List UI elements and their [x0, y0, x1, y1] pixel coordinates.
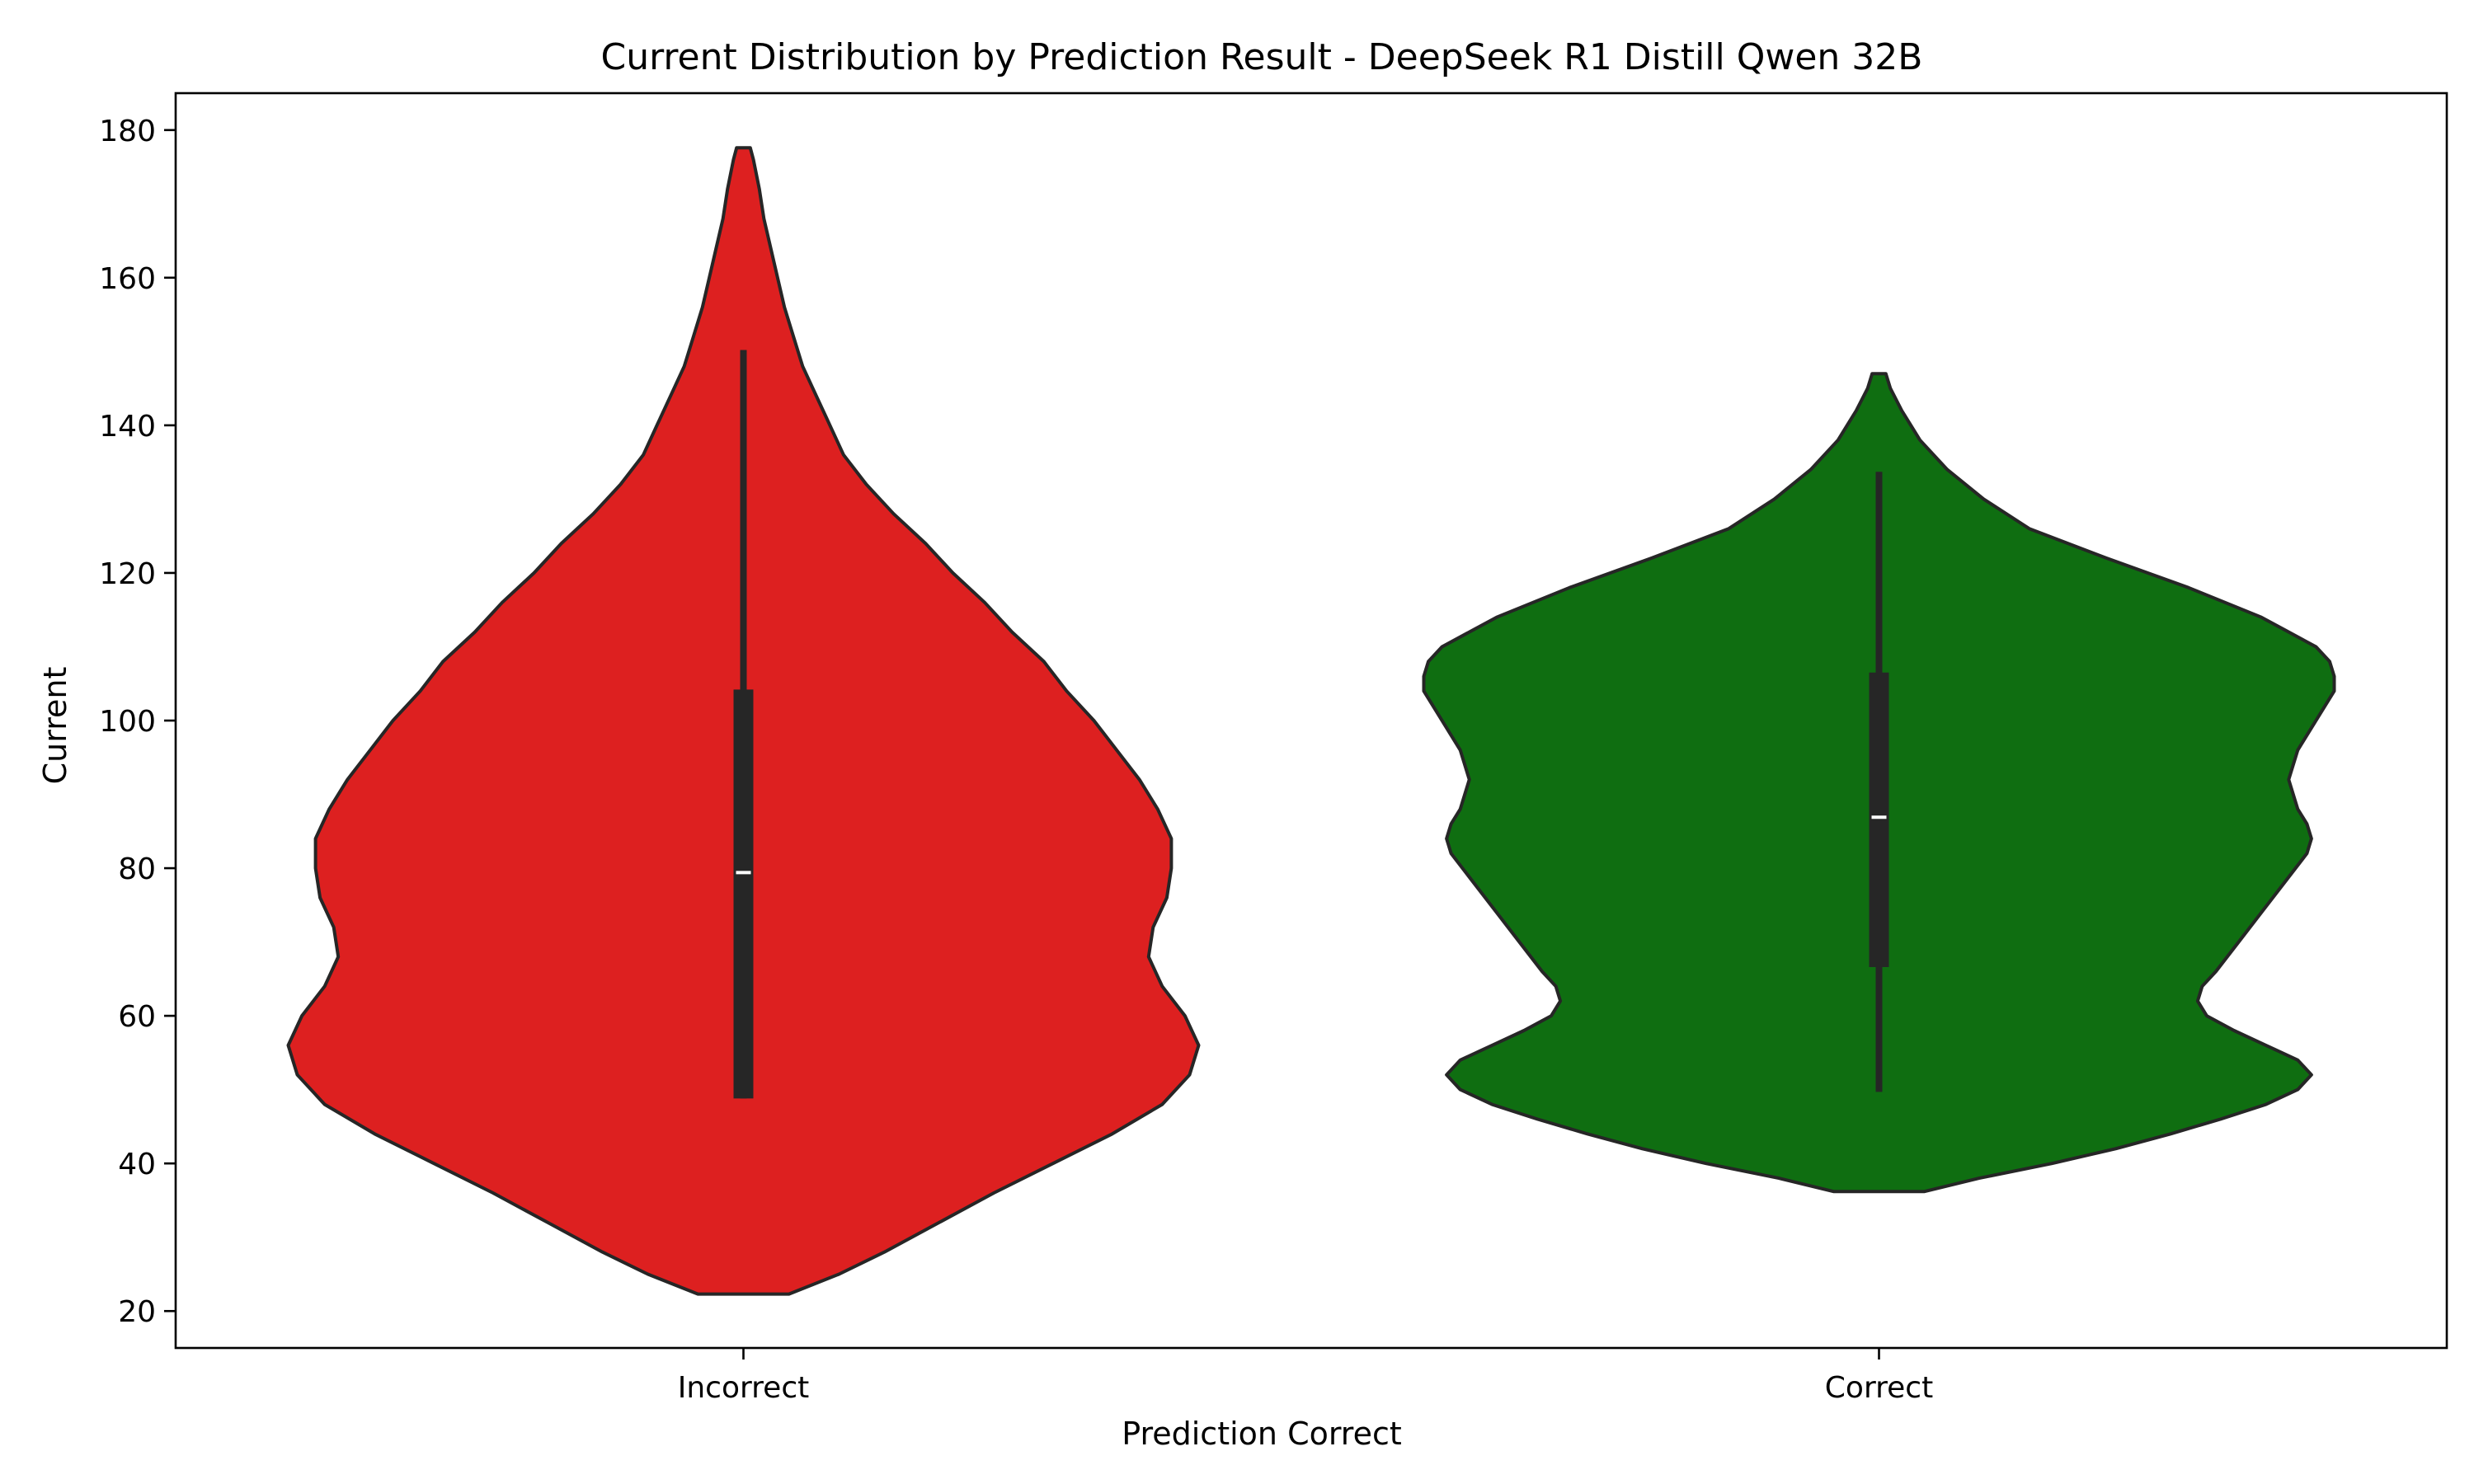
- x-axis: Incorrect Correct: [678, 1348, 1933, 1405]
- chart-title: Current Distribution by Prediction Resul…: [601, 36, 1923, 78]
- violin-correct: [1422, 372, 2336, 1194]
- y-tick-label: 40: [118, 1148, 156, 1181]
- y-tick-label: 140: [99, 410, 156, 444]
- violins: [286, 146, 2336, 1296]
- y-axis-label: Current: [37, 667, 73, 785]
- y-tick-label: 160: [99, 262, 156, 296]
- y-tick-label: 80: [118, 852, 156, 886]
- y-tick-label: 120: [99, 557, 156, 591]
- y-axis: 20 40 60 80 100 120 140 160 180: [99, 115, 176, 1329]
- y-tick-label: 180: [99, 115, 156, 148]
- x-axis-label: Prediction Correct: [1122, 1416, 1402, 1452]
- violin-incorrect: [286, 146, 1201, 1296]
- y-tick-label: 60: [118, 1000, 156, 1034]
- y-tick-label: 100: [99, 705, 156, 739]
- plot-frame: [174, 92, 2448, 1350]
- x-tick-label: Correct: [1825, 1371, 1933, 1405]
- x-tick-label: Incorrect: [678, 1371, 810, 1405]
- y-tick-label: 20: [118, 1295, 156, 1329]
